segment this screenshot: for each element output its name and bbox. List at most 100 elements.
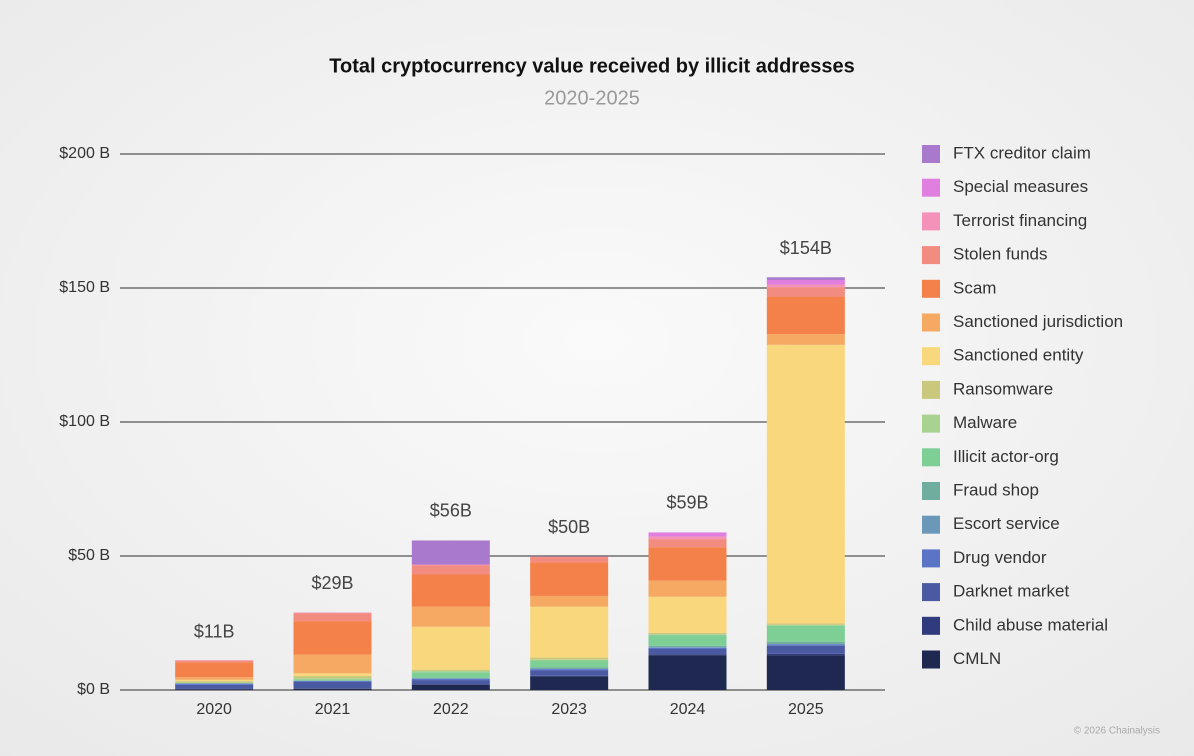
legend-swatch — [922, 414, 940, 433]
bar-segment — [648, 547, 727, 581]
legend-swatch — [922, 178, 940, 197]
bar-segment — [411, 684, 490, 690]
y-tick-label: $100 B — [59, 413, 110, 430]
legend-label: Sanctioned jurisdiction — [953, 312, 1123, 331]
total-label: $50B — [548, 517, 590, 537]
legend-swatch — [922, 549, 940, 568]
bar-segment — [293, 678, 372, 680]
legend-label: Ransomware — [953, 379, 1053, 398]
bar-segment — [648, 635, 727, 646]
legend-label: Sanctioned entity — [953, 346, 1084, 365]
bar-segment — [648, 648, 727, 655]
x-tick-label: 2024 — [670, 701, 706, 718]
legend-swatch — [922, 515, 940, 534]
legend-swatch — [922, 246, 940, 265]
legend-label: Fraud shop — [953, 480, 1039, 499]
legend-label: Stolen funds — [953, 245, 1048, 264]
footer: © 2026 Chainalysis — [1074, 726, 1160, 737]
legend-swatch — [922, 279, 940, 298]
x-tick-label: 2021 — [315, 701, 351, 718]
bar-segment — [766, 645, 845, 654]
x-tick-label: 2020 — [196, 701, 232, 718]
legend-label: FTX creditor claim — [953, 143, 1091, 162]
bar-segment — [411, 670, 490, 673]
bar-segment — [293, 673, 372, 677]
bar-segment — [766, 625, 845, 642]
bar-segment — [766, 643, 845, 645]
bar-segment — [293, 680, 372, 681]
y-tick-label: $200 B — [59, 145, 110, 162]
bar-segment — [648, 596, 727, 633]
bar-segment — [530, 670, 609, 676]
legend-swatch — [922, 583, 940, 602]
legend-label: Special measures — [953, 177, 1088, 196]
total-label: $11B — [194, 621, 235, 641]
bar-segment — [530, 606, 609, 658]
bar-segment — [293, 676, 372, 679]
bar-segment — [175, 679, 254, 682]
y-tick-label: $150 B — [59, 279, 110, 296]
legend-label: Illicit actor-org — [953, 447, 1059, 466]
bar-segment — [411, 680, 490, 685]
legend-label: CMLN — [953, 649, 1001, 668]
bar-segment — [766, 624, 845, 626]
bar-segment — [766, 653, 845, 656]
bar-segment — [293, 612, 372, 614]
bar-segment — [293, 679, 372, 681]
legend-swatch — [922, 448, 940, 467]
x-tick-label: 2025 — [788, 701, 824, 718]
legend-label: Drug vendor — [953, 548, 1047, 567]
bar-segment — [766, 296, 845, 335]
y-tick-label: $0 B — [77, 681, 110, 698]
bar-segment — [530, 669, 609, 671]
bar-segment — [530, 660, 609, 668]
chart-subtitle: 2020-2025 — [544, 87, 640, 109]
bar-segment — [293, 681, 372, 689]
bar-segment — [411, 626, 490, 670]
bar-segment — [411, 684, 490, 685]
bar-segment — [648, 647, 727, 648]
legend-swatch — [922, 482, 940, 500]
bar-segment — [530, 562, 609, 596]
bar-segment — [648, 539, 727, 548]
bar-segment — [293, 613, 372, 622]
bar-segment — [766, 644, 845, 646]
bar-segment — [293, 688, 372, 690]
bar-segment — [411, 574, 490, 607]
bar-segment — [648, 580, 727, 597]
bar-segment — [766, 344, 845, 624]
legend-label: Terrorist financing — [953, 211, 1087, 230]
bar-segment — [175, 683, 254, 685]
bar-segment — [411, 677, 490, 679]
bar-segment — [530, 667, 609, 669]
bar-segment — [530, 657, 609, 660]
total-label: $154B — [780, 238, 832, 258]
bar-segment — [766, 277, 845, 280]
bar-segment — [766, 279, 845, 285]
bar-segment — [766, 287, 845, 297]
bar-segment — [175, 681, 254, 683]
bar-segment — [648, 654, 727, 656]
legend-swatch — [922, 347, 940, 366]
bar-segment — [530, 556, 609, 558]
legend-swatch — [922, 313, 940, 332]
bar-segment — [648, 645, 727, 648]
bar-segment — [411, 672, 490, 678]
bar-segment — [648, 655, 727, 690]
bar-segment — [648, 647, 727, 649]
bar-segment — [175, 677, 254, 680]
bar-segment — [530, 595, 609, 607]
total-label: $56B — [430, 501, 472, 521]
bar-segment — [530, 557, 609, 563]
bar-segment — [648, 532, 727, 537]
bar-segment — [411, 678, 490, 681]
legend-swatch — [922, 145, 940, 163]
x-tick-label: 2023 — [551, 701, 587, 718]
y-tick-label: $50 B — [68, 547, 110, 564]
legend-swatch — [922, 212, 940, 231]
bar-segment — [766, 284, 845, 288]
bar-segment — [411, 606, 490, 627]
legend-swatch — [922, 616, 940, 635]
